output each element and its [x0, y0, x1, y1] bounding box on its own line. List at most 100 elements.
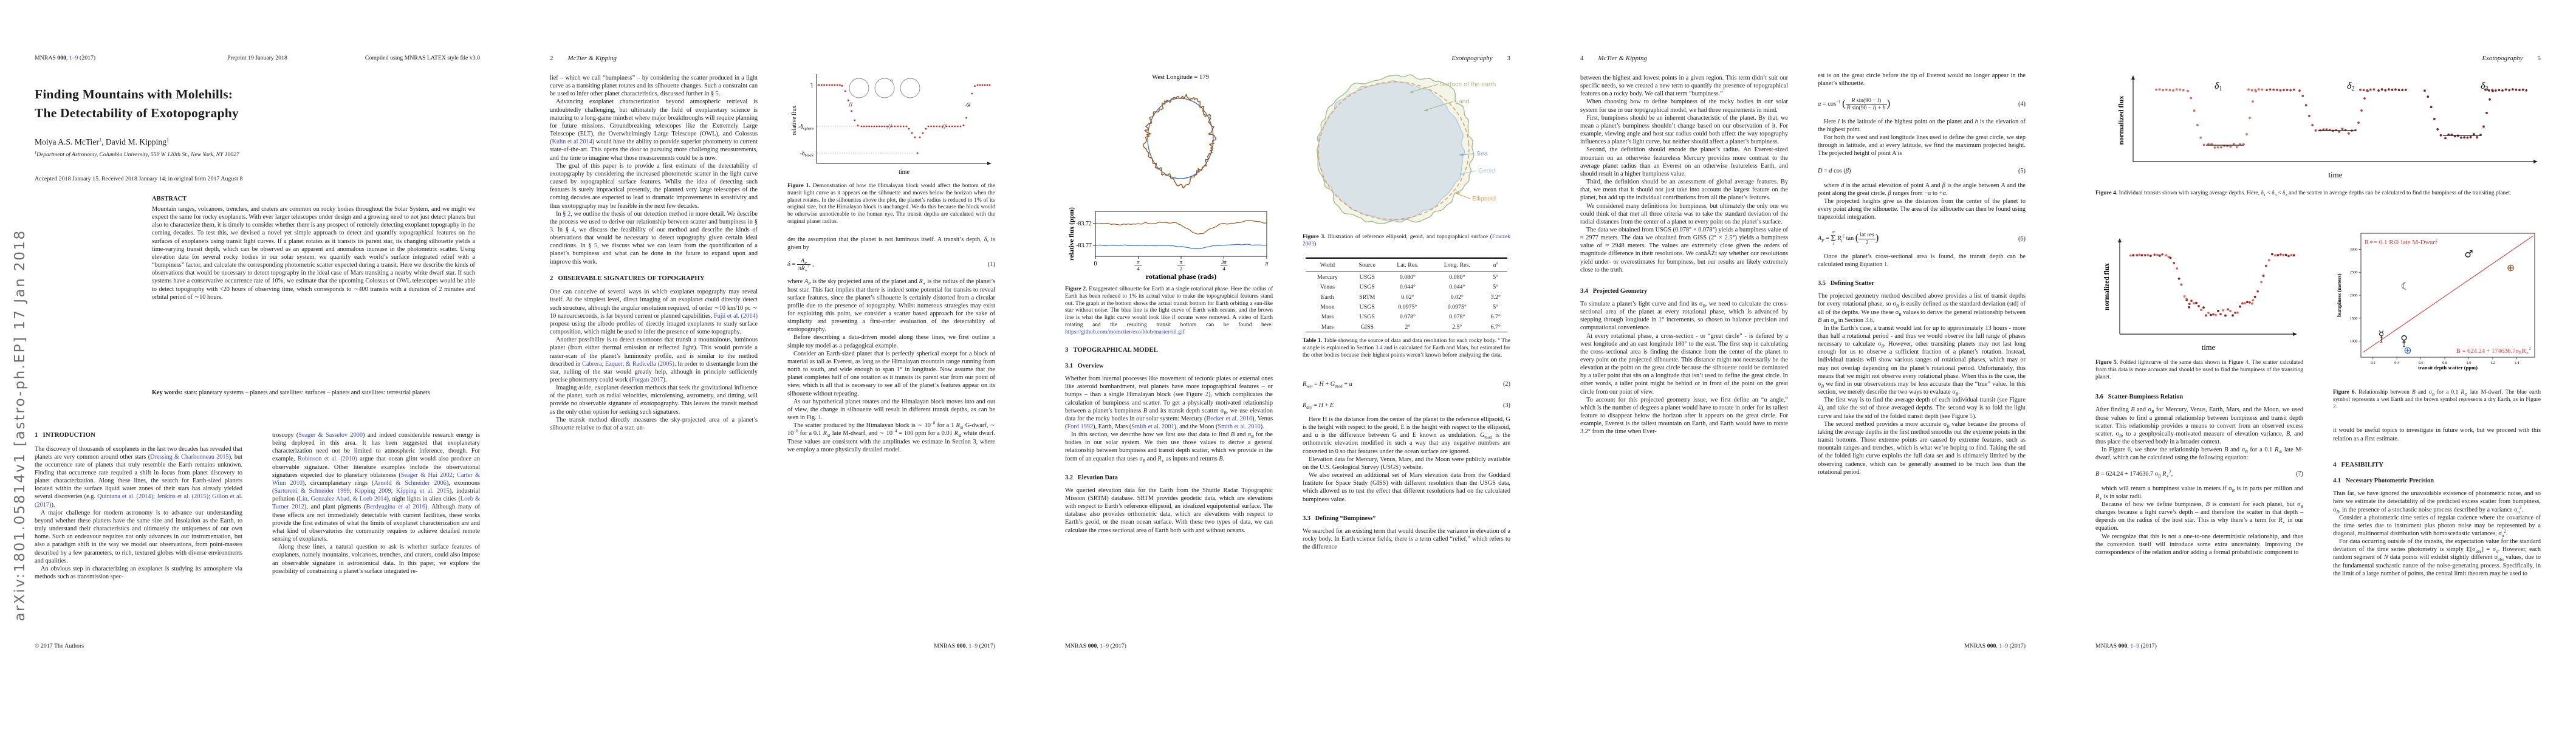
inline-link[interactable]: 1–9 [1100, 643, 1109, 649]
inline-link[interactable]: 3.4 [1375, 345, 1383, 352]
inline-link[interactable]: 1 [1883, 261, 1888, 269]
svg-text:Ellipsoid: Ellipsoid [1472, 195, 1496, 202]
svg-text:2: 2 [1180, 265, 1182, 272]
table-row: Moon USGS 0.0975° 0.0975° 5° [1306, 302, 1507, 312]
inline-link[interactable]: Kipping 2009 [354, 488, 391, 495]
paragraph: between the highest and lowest points in… [1580, 75, 1788, 98]
page-5: Exotopography 5 δ1 δ2 δ3 normalized flux time… [2061, 0, 2576, 729]
svg-text:1: 1 [810, 82, 814, 89]
table-cell: 0.080° [1399, 273, 1416, 281]
svg-text:1000: 1000 [2350, 340, 2358, 344]
inline-link[interactable]: Smith et al. 2001 [1131, 423, 1174, 431]
paragraph: In this section, we describe how we firs… [1065, 431, 1273, 464]
equation: Rwet = H + Gmod + u (2) [1303, 380, 1510, 389]
inline-link[interactable]: Dressing & Charbonneau 2015 [150, 453, 229, 460]
page-number: 3 [1507, 55, 1510, 62]
table-cell: Venus [1320, 284, 1335, 291]
inline-link[interactable]: Arnold & Schneider 2006 [374, 479, 447, 487]
paragraph: troscopy (Seager & Sasselov 2000) and in… [272, 432, 481, 543]
svg-text:Land: Land [1455, 98, 1470, 105]
inline-link[interactable]: 6 [2127, 447, 2131, 454]
inline-link[interactable]: 4 [2245, 360, 2249, 366]
inline-link[interactable]: 5 [1969, 412, 1973, 420]
svg-text:1.2: 1.2 [2490, 361, 2495, 365]
inline-link[interactable]: Ford 1992 [1067, 423, 1094, 431]
inline-link[interactable]: Jenkins et al. (2015) [156, 493, 209, 501]
data-table: World Source Lat. Res. Long. Res. αa Mercury U… [1306, 256, 1507, 333]
inline-link[interactable]: 3.6 [1865, 317, 1873, 324]
inline-link[interactable]: 5 [594, 242, 597, 250]
inline-link[interactable]: 2 [567, 210, 571, 217]
inline-link[interactable]: Sartoretti & Schneider 1999 [274, 488, 350, 495]
inline-link[interactable]: Fujii et al. (2014) [713, 312, 758, 320]
inline-link[interactable]: Carter & Winn 2010 [272, 471, 481, 487]
inline-link[interactable]: Cabrera, Ezquer, & Radicella (2005) [582, 360, 674, 368]
paragraph: We considered many definitions for bumpi… [1580, 202, 1788, 225]
equation: α = cos−1 (R sin(90 − l) R sin(90 − l) + … [1818, 97, 2026, 112]
inline-link[interactable]: 2 [2333, 403, 2336, 410]
paragraph: Imaging aside, exoplanet detection metho… [550, 385, 758, 416]
inline-link[interactable]: 1 [818, 414, 821, 422]
table-header-cell: Lat. Res. [1385, 258, 1430, 273]
journal-footer: MNRAS 000, 1–9 (2017) [2095, 643, 2157, 649]
journal-footer: MNRAS 000, 1–9 (2017) [934, 643, 995, 649]
figure-4: δ1 δ2 δ3 normalized flux time [2095, 70, 2542, 183]
inline-link[interactable]: 5 [715, 91, 719, 98]
inline-link[interactable]: 4 [1818, 405, 1821, 412]
table-header-cell: Source [1349, 258, 1385, 273]
inline-link[interactable]: Berdyugina et al 2016 [366, 504, 426, 511]
paragraph: In Figure 6, we show the relationship be… [2095, 447, 2304, 462]
section-heading: 2 OBSERVABLE SIGNATURES OF TOPOGRAPHY [550, 274, 705, 282]
inline-link[interactable]: Gillon et al. (2017) [35, 493, 243, 508]
table-cell: GISS [1360, 323, 1374, 330]
svg-text:☾: ☾ [2401, 280, 2410, 292]
inline-link[interactable]: https://github.com/momctier/exo/blob/mas… [1065, 329, 1185, 335]
inline-link[interactable]: 1–9 [968, 643, 978, 649]
left-column: between the highest and lowest points in… [1580, 74, 1788, 436]
inline-link[interactable]: Forgan 2017 [631, 376, 663, 383]
subsection-heading: 3.4 Projected Geometry [1580, 287, 1648, 295]
figure-caption: Table 1. Table showing the source of dat… [1303, 337, 1510, 358]
svg-text:time: time [2328, 170, 2342, 179]
inline-link[interactable]: Seager & Hui 2002 [400, 471, 453, 479]
page-number: 5 [2537, 55, 2541, 62]
inline-link[interactable]: Kuhn et al 2014 [552, 139, 592, 146]
inline-link[interactable]: Fraczek 2003 [1303, 234, 1510, 247]
svg-text:time: time [2202, 343, 2216, 352]
right-column: Surface of the earth Land Sea Geoid Ellipsoi… [1303, 64, 1510, 551]
table-cell: 0.0975° [1398, 303, 1417, 310]
paragraph: Because of how we define bumpiness, B is… [2095, 501, 2303, 532]
inline-link[interactable]: 2 [1205, 391, 1208, 399]
inline-link[interactable]: Loeb & Turner 2012 [272, 496, 480, 511]
inline-link[interactable]: 1–9 [69, 55, 78, 61]
inline-link[interactable]: 4 [571, 226, 575, 233]
inline-link[interactable]: Robinson et al. (2010) [297, 456, 357, 463]
svg-text:0.8: 0.8 [2442, 361, 2447, 365]
inline-link[interactable]: Quintana et al. (2014) [97, 493, 154, 501]
journal-header: MNRAS 000, 1–9 (2017) Preprint 19 Januar… [35, 55, 480, 63]
inline-link[interactable]: Smith et al. 2010 [1218, 423, 1261, 431]
inline-link[interactable]: Seager & Sasselov 2000 [298, 432, 363, 439]
table-row: Mercury USGS 0.080° 0.080° 5° [1306, 272, 1507, 282]
left-column: 1 INTRODUCTION The discovery of thousands… [35, 431, 242, 581]
page-3: Exotopography 3 West Longitude = 179 -83.7… [1030, 0, 1546, 729]
table-cell: USGS [1359, 273, 1375, 281]
inline-link[interactable]: Becker et al. 2016 [1206, 415, 1253, 422]
paragraph: Advancing exoplanet characterization bey… [550, 98, 758, 162]
paragraph: Third, the definition should be an asses… [1580, 179, 1788, 202]
subsection-heading: 4.1 Necessary Photometric Precision [2333, 477, 2434, 485]
table-cell: Moon [1320, 303, 1335, 310]
inline-link[interactable]: Lin, Gonzalez Abad, & Loeb 2014 [298, 496, 387, 503]
paragraph: Consider an Earth-sized planet that is p… [787, 350, 995, 397]
inline-link[interactable]: Kipping et al. 2015 [396, 488, 450, 495]
inline-link[interactable]: 3 [550, 226, 553, 233]
table-cell: 0.02° [1401, 293, 1414, 301]
svg-text:3π: 3π [1221, 259, 1227, 265]
table-cell: Earth [1321, 293, 1334, 301]
svg-text:-δblock: -δblock [800, 151, 814, 158]
inline-link[interactable]: 1–9 [2130, 643, 2140, 649]
svg-text:normalized flux: normalized flux [2117, 96, 2125, 145]
paragraph: When choosing how to define bumpiness of… [1580, 98, 1788, 114]
equation: δ = AP πR∗2 , (1) [787, 258, 995, 273]
inline-link[interactable]: 1–9 [1999, 643, 2009, 649]
